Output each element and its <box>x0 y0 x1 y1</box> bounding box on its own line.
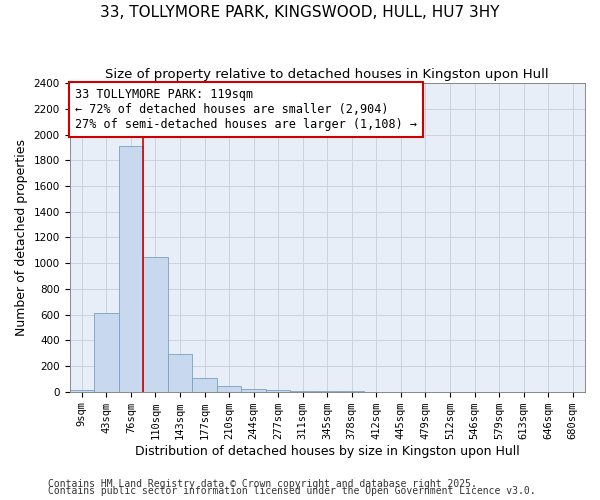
Bar <box>241 389 266 392</box>
Bar <box>290 391 315 392</box>
Title: Size of property relative to detached houses in Kingston upon Hull: Size of property relative to detached ho… <box>106 68 549 80</box>
Bar <box>70 390 94 392</box>
Bar <box>94 314 119 392</box>
Text: 33 TOLLYMORE PARK: 119sqm
← 72% of detached houses are smaller (2,904)
27% of se: 33 TOLLYMORE PARK: 119sqm ← 72% of detac… <box>74 88 416 130</box>
Bar <box>119 146 143 392</box>
X-axis label: Distribution of detached houses by size in Kingston upon Hull: Distribution of detached houses by size … <box>135 444 520 458</box>
Y-axis label: Number of detached properties: Number of detached properties <box>15 139 28 336</box>
Text: Contains HM Land Registry data © Crown copyright and database right 2025.: Contains HM Land Registry data © Crown c… <box>48 479 477 489</box>
Bar <box>168 354 192 392</box>
Bar <box>143 258 168 392</box>
Text: 33, TOLLYMORE PARK, KINGSWOOD, HULL, HU7 3HY: 33, TOLLYMORE PARK, KINGSWOOD, HULL, HU7… <box>100 5 500 20</box>
Bar <box>217 386 241 392</box>
Bar <box>266 390 290 392</box>
Bar <box>192 378 217 392</box>
Text: Contains public sector information licensed under the Open Government Licence v3: Contains public sector information licen… <box>48 486 536 496</box>
